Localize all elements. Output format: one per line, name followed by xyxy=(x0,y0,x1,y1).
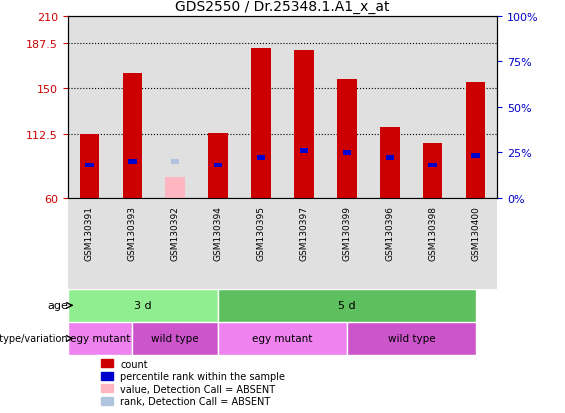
Bar xyxy=(214,163,223,168)
Text: GSM130400: GSM130400 xyxy=(471,206,480,260)
Bar xyxy=(466,83,485,198)
Bar xyxy=(380,128,399,198)
Title: GDS2550 / Dr.25348.1.A1_x_at: GDS2550 / Dr.25348.1.A1_x_at xyxy=(175,0,390,14)
Bar xyxy=(85,163,94,168)
Bar xyxy=(282,17,325,198)
Bar xyxy=(299,149,308,153)
Bar xyxy=(111,17,154,198)
Bar xyxy=(385,156,394,161)
Text: GSM130397: GSM130397 xyxy=(299,206,308,260)
Bar xyxy=(166,178,185,198)
Bar xyxy=(123,74,142,198)
Bar xyxy=(423,144,442,198)
Bar xyxy=(251,49,271,198)
Bar xyxy=(454,198,497,289)
Bar xyxy=(218,322,347,355)
Bar xyxy=(171,159,180,164)
Text: GSM130393: GSM130393 xyxy=(128,206,137,260)
Bar xyxy=(154,198,197,289)
Bar xyxy=(368,17,411,198)
Bar xyxy=(282,198,325,289)
Bar xyxy=(368,198,411,289)
Bar xyxy=(240,198,282,289)
Text: GSM130399: GSM130399 xyxy=(342,206,351,260)
Bar xyxy=(154,17,197,198)
Bar xyxy=(471,154,480,159)
Text: GSM130392: GSM130392 xyxy=(171,206,180,260)
Bar xyxy=(294,50,314,198)
Bar xyxy=(342,150,351,155)
Bar xyxy=(411,17,454,198)
Bar xyxy=(68,322,132,355)
Bar xyxy=(111,198,154,289)
Bar xyxy=(337,80,357,198)
Bar xyxy=(347,322,476,355)
Text: wild type: wild type xyxy=(388,334,435,344)
Bar xyxy=(132,322,218,355)
Text: genotype/variation: genotype/variation xyxy=(0,334,68,344)
Bar xyxy=(68,198,111,289)
Legend: count, percentile rank within the sample, value, Detection Call = ABSENT, rank, : count, percentile rank within the sample… xyxy=(101,359,285,406)
Bar xyxy=(325,17,368,198)
Bar xyxy=(218,289,476,322)
Bar xyxy=(80,135,99,198)
Text: GSM130396: GSM130396 xyxy=(385,206,394,260)
Text: egy mutant: egy mutant xyxy=(253,334,312,344)
Text: egy mutant: egy mutant xyxy=(70,334,130,344)
Bar xyxy=(68,17,111,198)
Text: 5 d: 5 d xyxy=(338,301,356,311)
Bar xyxy=(240,17,282,198)
Text: wild type: wild type xyxy=(151,334,199,344)
Bar xyxy=(197,17,240,198)
Bar xyxy=(68,289,218,322)
Bar xyxy=(454,17,497,198)
Text: age: age xyxy=(47,301,68,311)
Text: GSM130395: GSM130395 xyxy=(257,206,266,260)
Bar xyxy=(128,159,137,164)
Bar xyxy=(257,156,266,161)
Text: 3 d: 3 d xyxy=(134,301,152,311)
Bar xyxy=(411,198,454,289)
Bar xyxy=(325,198,368,289)
Text: GSM130398: GSM130398 xyxy=(428,206,437,260)
Bar xyxy=(428,163,437,168)
Text: GSM130391: GSM130391 xyxy=(85,206,94,260)
Bar xyxy=(208,134,228,198)
Bar xyxy=(197,198,240,289)
Text: GSM130394: GSM130394 xyxy=(214,206,223,260)
